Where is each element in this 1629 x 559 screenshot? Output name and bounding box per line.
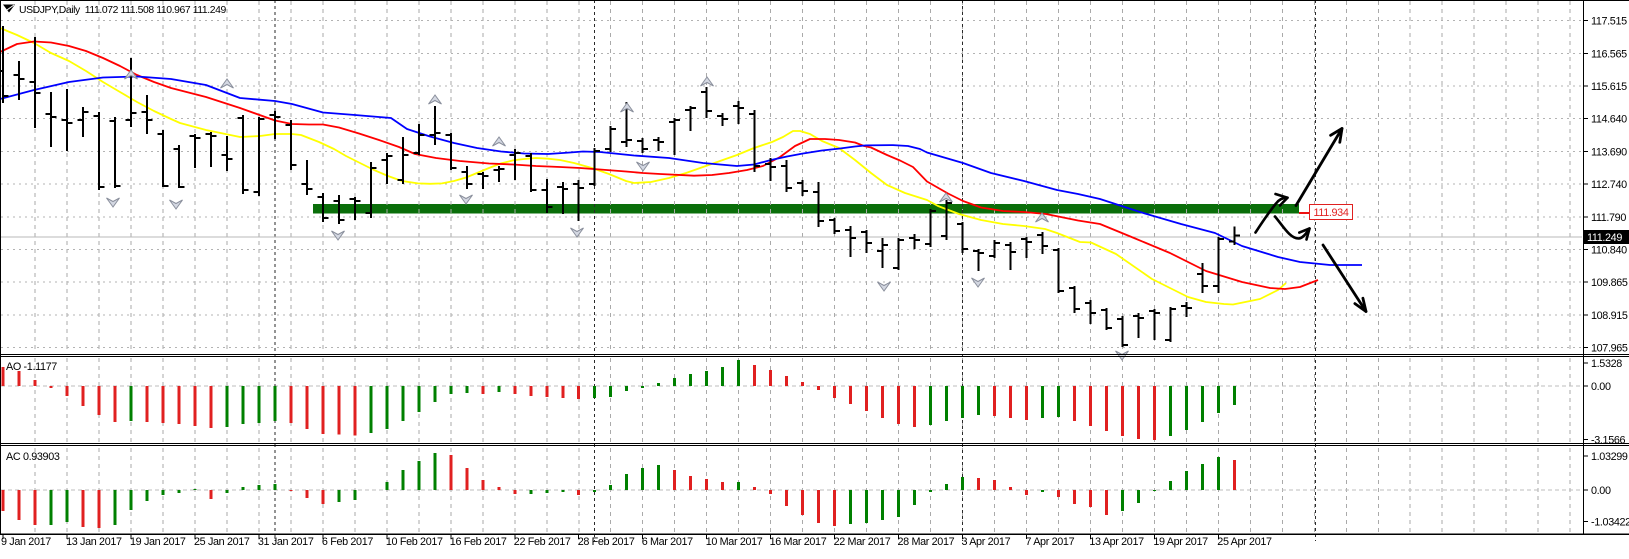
svg-text:115.615: 115.615 [1591, 81, 1627, 93]
svg-text:10 Mar 2017: 10 Mar 2017 [706, 536, 763, 548]
svg-text:9 Jan 2017: 9 Jan 2017 [1, 536, 51, 548]
svg-text:22 Feb 2017: 22 Feb 2017 [514, 536, 571, 548]
svg-text:28 Mar 2017: 28 Mar 2017 [898, 536, 955, 548]
svg-text:13 Jan 2017: 13 Jan 2017 [66, 536, 122, 548]
svg-text:AC 0.93903: AC 0.93903 [6, 451, 60, 463]
svg-text:111.249: 111.249 [1587, 232, 1622, 244]
svg-text:107.965: 107.965 [1591, 343, 1628, 355]
svg-text:113.690: 113.690 [1591, 146, 1627, 158]
svg-text:USDJPY,Daily 111.072 111.508: USDJPY,Daily 111.072 111.508 110.967 111… [19, 5, 227, 16]
svg-text:110.840: 110.840 [1591, 245, 1627, 257]
svg-text:22 Mar 2017: 22 Mar 2017 [834, 536, 891, 548]
svg-text:1.5328: 1.5328 [1591, 358, 1622, 370]
svg-text:-1.03422: -1.03422 [1591, 517, 1629, 529]
svg-text:-3.1566: -3.1566 [1591, 435, 1626, 447]
svg-text:10 Feb 2017: 10 Feb 2017 [386, 536, 443, 548]
svg-text:111.790: 111.790 [1591, 212, 1626, 224]
svg-text:7 Apr 2017: 7 Apr 2017 [1026, 536, 1075, 548]
svg-text:109.865: 109.865 [1591, 277, 1628, 289]
svg-text:28 Feb 2017: 28 Feb 2017 [578, 536, 635, 548]
svg-text:25 Jan 2017: 25 Jan 2017 [194, 536, 250, 548]
svg-text:AO -1.1177: AO -1.1177 [6, 361, 57, 373]
svg-text:19 Apr 2017: 19 Apr 2017 [1153, 536, 1208, 548]
svg-text:1.03299: 1.03299 [1591, 451, 1628, 463]
svg-text:3 Apr 2017: 3 Apr 2017 [962, 536, 1011, 548]
svg-text:0.00: 0.00 [1591, 381, 1611, 393]
svg-text:13 Apr 2017: 13 Apr 2017 [1089, 536, 1144, 548]
svg-text:114.640: 114.640 [1591, 114, 1627, 126]
svg-text:25 Apr 2017: 25 Apr 2017 [1217, 536, 1272, 548]
svg-text:108.915: 108.915 [1591, 310, 1628, 322]
svg-text:116.565: 116.565 [1591, 48, 1627, 60]
svg-text:112.740: 112.740 [1591, 179, 1627, 191]
svg-text:6 Feb 2017: 6 Feb 2017 [322, 536, 373, 548]
svg-text:16 Mar 2017: 16 Mar 2017 [770, 536, 827, 548]
svg-text:0.00: 0.00 [1591, 485, 1611, 497]
svg-text:19 Jan 2017: 19 Jan 2017 [130, 536, 186, 548]
svg-text:117.515: 117.515 [1591, 16, 1627, 28]
svg-text:111.934: 111.934 [1314, 207, 1349, 219]
svg-text:31 Jan 2017: 31 Jan 2017 [258, 536, 314, 548]
svg-text:6 Mar 2017: 6 Mar 2017 [642, 536, 693, 548]
svg-text:16 Feb 2017: 16 Feb 2017 [450, 536, 507, 548]
